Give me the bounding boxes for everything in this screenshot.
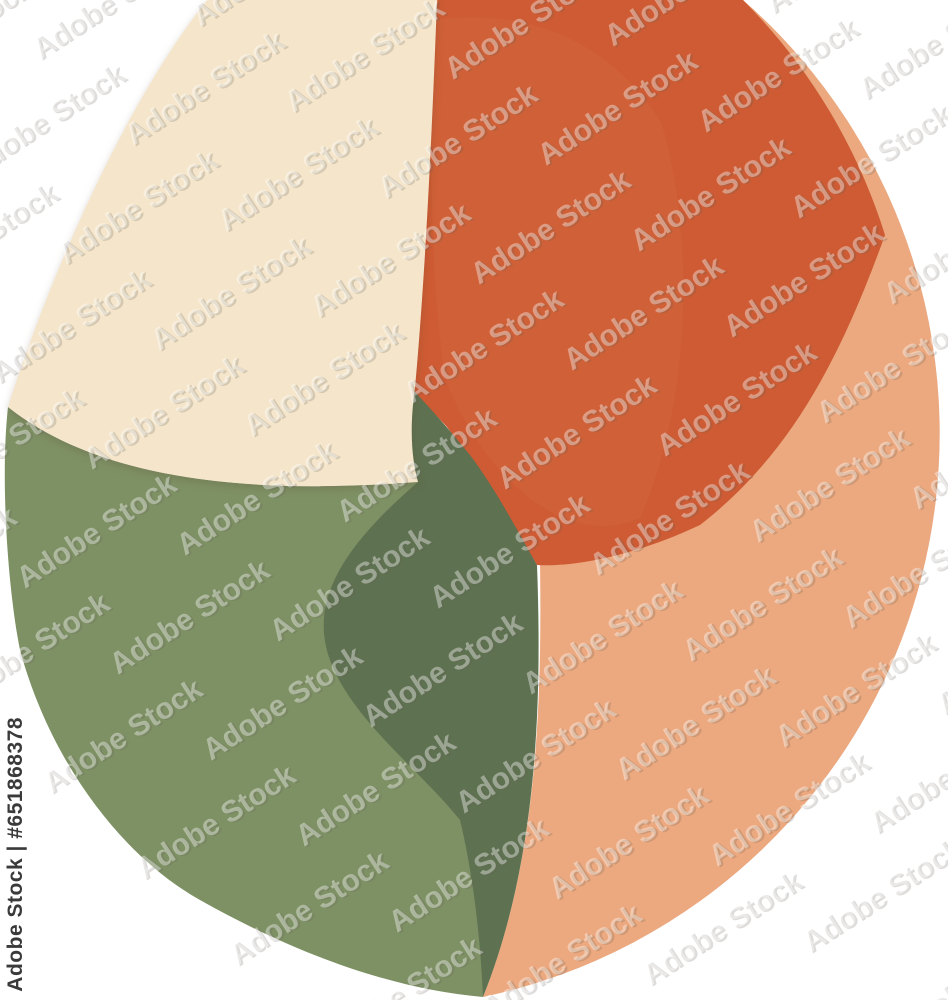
watermark-tile-text: Adobe Stock bbox=[863, 712, 948, 840]
stock-credit-watermark: Adobe Stock | #651868378 bbox=[4, 717, 27, 992]
watermark-tile-text: Adobe Stock bbox=[889, 917, 948, 1000]
cream-leaf-shape bbox=[8, 0, 437, 487]
watermark-tile-text: Adobe Stock bbox=[852, 0, 948, 106]
watermark-tile-text: Adobe Stock bbox=[796, 831, 948, 959]
orange-segment-shape bbox=[395, 0, 885, 566]
orange-texture-band bbox=[430, 17, 684, 526]
sage-leaf-shape bbox=[4, 407, 483, 997]
